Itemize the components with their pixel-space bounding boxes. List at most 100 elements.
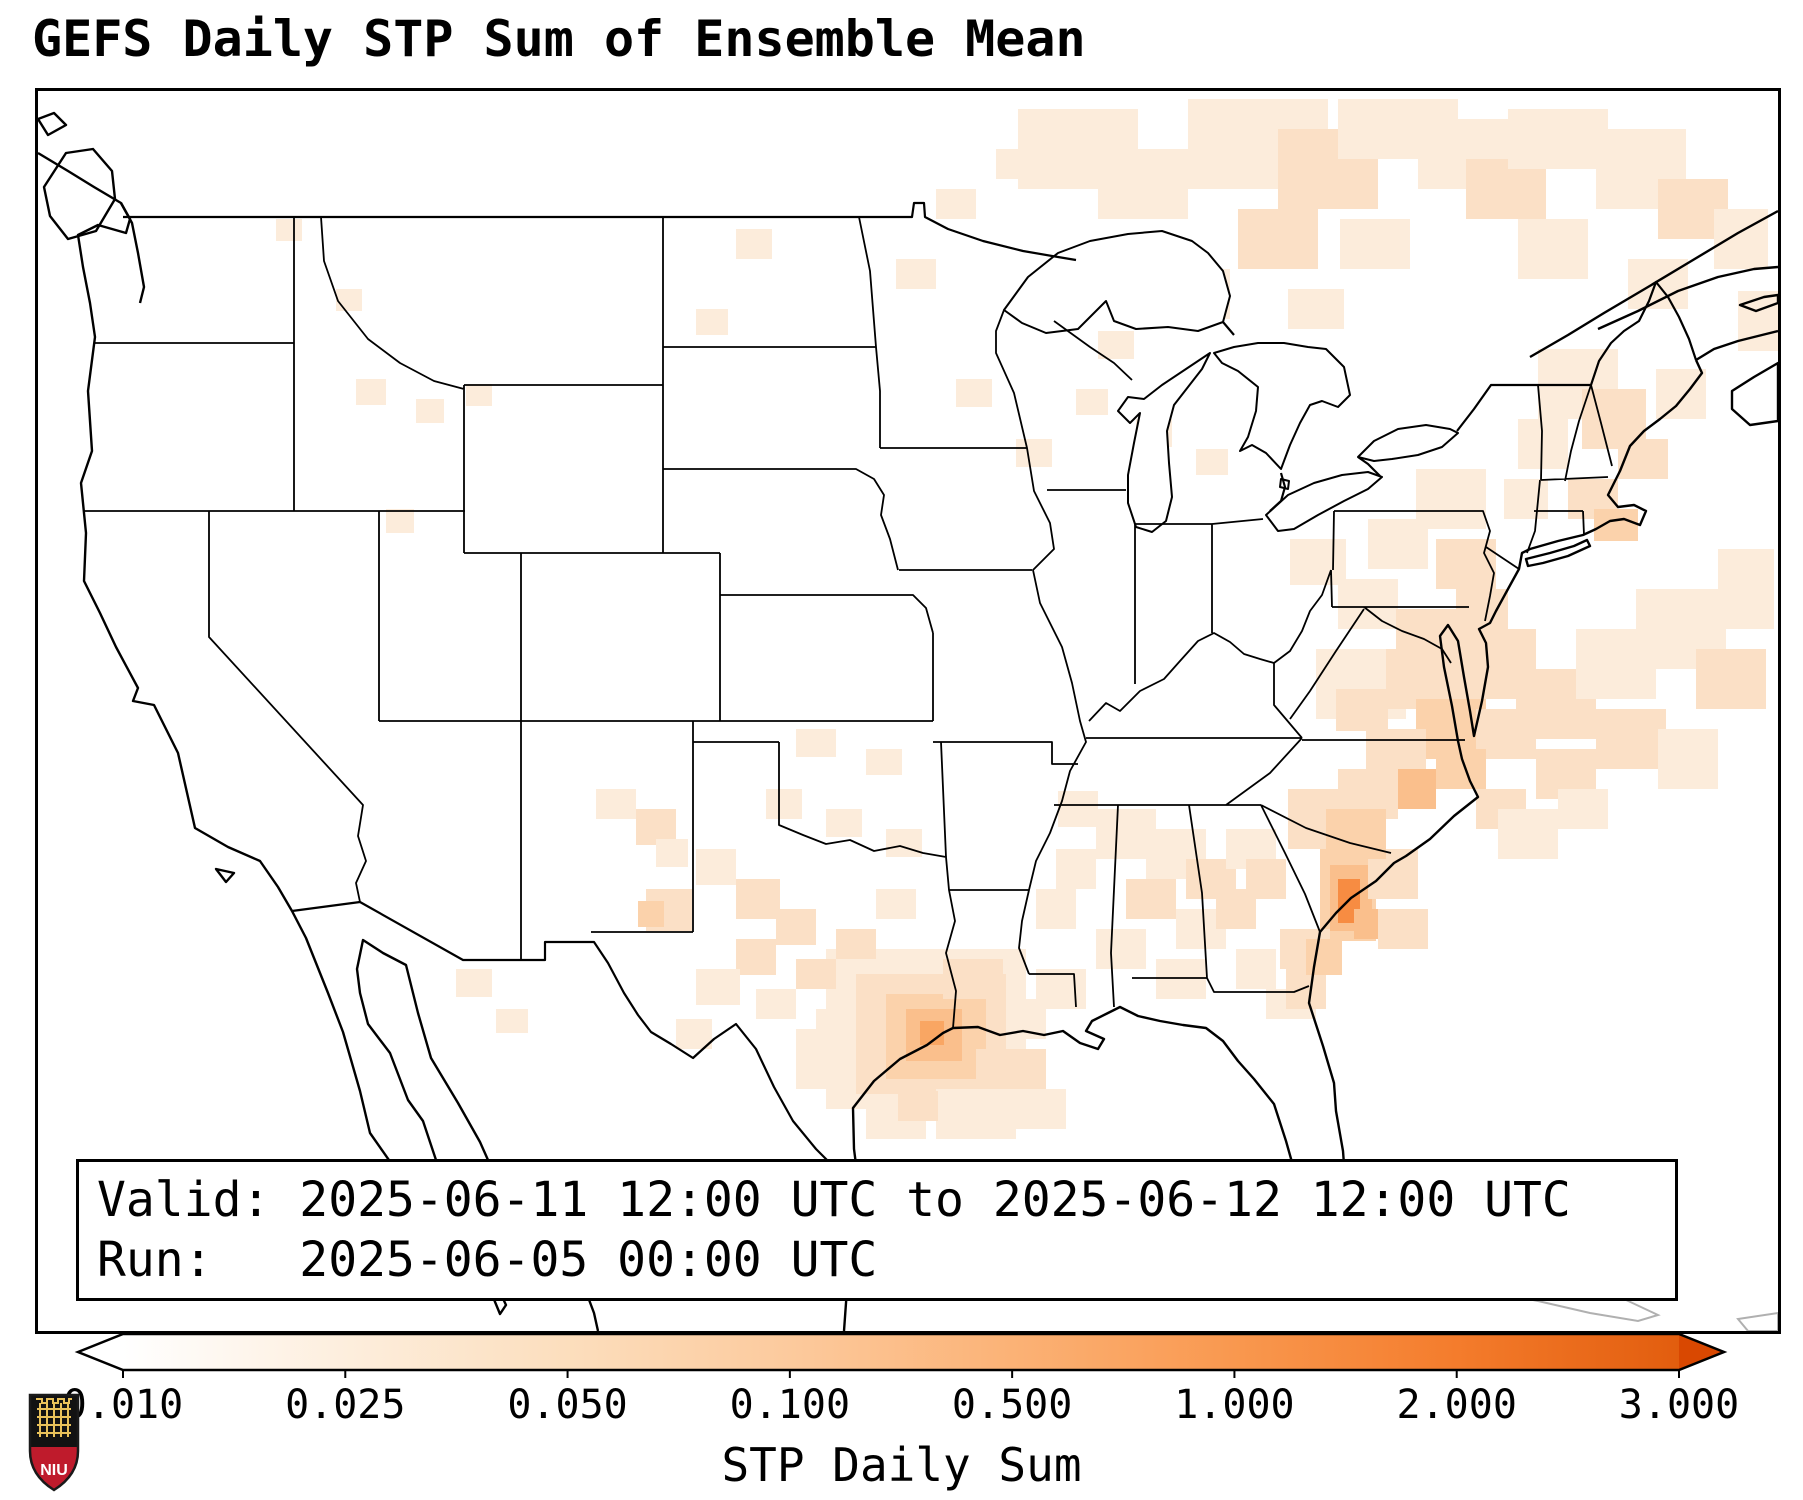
colorbar-axis-label: STP Daily Sum — [721, 1438, 1082, 1492]
heat-cell — [866, 749, 902, 775]
heat-cell — [1290, 539, 1346, 585]
heat-cell — [936, 1089, 1016, 1139]
heat-cell — [736, 879, 780, 919]
heat-cell — [1076, 389, 1108, 415]
heat-cell — [836, 929, 876, 959]
heat-cell — [1196, 449, 1228, 475]
heat-cell — [1238, 209, 1318, 269]
heat-cell — [936, 189, 976, 219]
run-time-line: Run: 2025-06-05 00:00 UTC — [97, 1232, 878, 1288]
lake-huron — [1213, 342, 1351, 470]
niu-logo-shield-outline — [28, 1393, 80, 1492]
heat-cell — [696, 309, 728, 335]
heat-cell — [1306, 939, 1342, 975]
colorbar-under-arrow — [78, 1334, 123, 1370]
heat-cell — [1098, 331, 1134, 359]
heat-cell — [416, 399, 444, 423]
colorbar-ticks — [122, 1370, 1680, 1378]
heat-cell — [1156, 959, 1206, 999]
heat-cell — [1596, 709, 1666, 769]
international-borders — [123, 201, 1698, 1189]
colorbar-tick-label: 0.010 — [62, 1382, 184, 1428]
lake-superior — [1003, 230, 1231, 334]
conus-map-frame: Valid: 2025-06-11 12:00 UTC to 2025-06-1… — [35, 88, 1781, 1334]
heat-cell — [736, 939, 776, 975]
colorbar-bar — [123, 1334, 1679, 1370]
heat-cell — [1618, 439, 1668, 479]
lake-ontario — [1357, 424, 1459, 462]
heat-cell — [756, 989, 796, 1019]
heat-cell — [876, 889, 916, 919]
heat-cell — [826, 809, 862, 837]
heat-cell — [1436, 539, 1496, 589]
heat-cell — [898, 1091, 938, 1121]
niu-logo: NIU — [28, 1393, 80, 1492]
vancouver-island — [42, 147, 117, 241]
heat-cell — [1718, 549, 1774, 629]
heat-cell — [1336, 689, 1388, 731]
heat-cell — [1396, 769, 1436, 809]
heat-cell — [1368, 519, 1428, 569]
heat-cell — [356, 379, 386, 405]
heat-cell — [1558, 789, 1608, 829]
heat-cell — [816, 1009, 856, 1039]
state-borders — [84, 216, 1613, 1029]
heat-cell — [1126, 879, 1176, 919]
heat-cell — [696, 969, 740, 1005]
heat-cell — [796, 959, 836, 989]
long-island — [1524, 538, 1592, 568]
heat-cell — [1016, 439, 1052, 467]
heat-cell — [1236, 949, 1276, 989]
heat-cell — [1518, 419, 1568, 469]
heat-cell — [886, 829, 922, 857]
heat-cell — [1714, 209, 1768, 269]
heat-cell — [1058, 791, 1098, 827]
colorbar-tick-label: 2.000 — [1396, 1382, 1517, 1428]
bc-islet — [38, 111, 68, 137]
channel-islands — [214, 867, 236, 884]
heat-cell — [736, 229, 772, 259]
heat-cell — [1518, 219, 1588, 279]
heat-cell — [1286, 969, 1326, 1009]
heat-cell — [1096, 929, 1146, 969]
heat-cell — [656, 839, 688, 867]
colorbar-tick-label: 1.000 — [1174, 1382, 1295, 1428]
colorbar-wrap — [0, 1332, 1803, 1392]
heat-cell — [776, 909, 816, 945]
heat-cell — [1378, 909, 1428, 949]
castle-portcullis-icon — [36, 1398, 72, 1437]
heat-cell — [1738, 291, 1778, 351]
heat-cell — [1056, 849, 1096, 889]
heat-cell — [596, 789, 636, 819]
gulf-atlantic-coast — [842, 359, 1704, 1331]
heat-cell — [696, 849, 736, 885]
figure-title: GEFS Daily STP Sum of Ensemble Mean — [32, 10, 1086, 68]
puget-sound — [119, 202, 146, 304]
valid-time-line: Valid: 2025-06-11 12:00 UTC to 2025-06-1… — [97, 1172, 1571, 1228]
heat-cell — [1696, 649, 1766, 709]
lake-erie — [1265, 471, 1383, 532]
heat-cell — [1338, 579, 1398, 629]
heat-cell — [1288, 289, 1344, 329]
heat-cell — [276, 219, 302, 241]
heat-cell — [766, 789, 802, 819]
coastlines — [38, 111, 1778, 1331]
heat-cell — [796, 729, 836, 757]
conus-map — [38, 99, 1778, 1331]
pacific-mexico-coast — [38, 151, 600, 1331]
colorbar-tick-label: 0.025 — [285, 1382, 406, 1428]
heat-cell — [676, 1019, 712, 1049]
heat-cell — [1246, 859, 1286, 899]
heat-cell — [1036, 889, 1076, 929]
heat-cell — [496, 1009, 528, 1033]
colorbar-tick-label: 0.100 — [729, 1382, 851, 1428]
heat-cell — [1456, 589, 1508, 629]
valid-run-info-box: Valid: 2025-06-11 12:00 UTC to 2025-06-1… — [76, 1159, 1678, 1301]
heat-cell — [336, 289, 362, 311]
colorbar-over-arrow — [1679, 1334, 1724, 1370]
great-lakes-outlines — [1003, 230, 1459, 533]
canada-atlantic-coast — [1529, 209, 1778, 427]
colorbar-tick-label: 3.000 — [1618, 1382, 1740, 1428]
heat-cell — [896, 259, 936, 289]
